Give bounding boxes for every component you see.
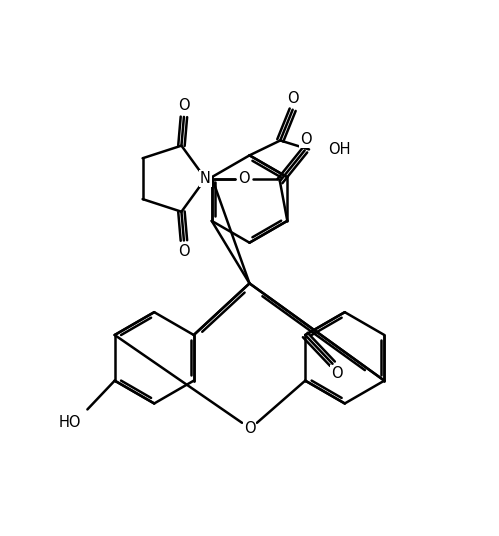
Text: O: O xyxy=(331,366,342,381)
Text: HO: HO xyxy=(59,415,81,430)
Text: N: N xyxy=(200,171,211,186)
Text: O: O xyxy=(244,421,255,436)
Text: O: O xyxy=(287,91,298,106)
Text: N: N xyxy=(200,171,211,186)
Text: O: O xyxy=(178,99,190,114)
Text: O: O xyxy=(239,171,250,186)
Text: O: O xyxy=(300,132,312,147)
Text: O: O xyxy=(178,244,190,259)
Text: OH: OH xyxy=(328,142,350,157)
